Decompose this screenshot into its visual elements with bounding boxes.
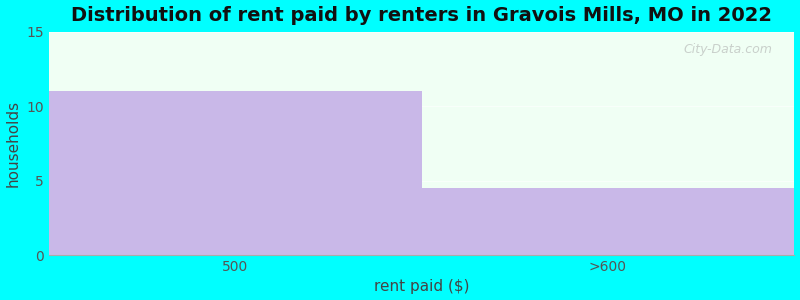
Bar	[422, 188, 794, 255]
X-axis label: rent paid ($): rent paid ($)	[374, 279, 470, 294]
Bar	[49, 91, 422, 255]
Y-axis label: households: households	[6, 100, 21, 187]
Text: City-Data.com: City-Data.com	[683, 43, 772, 56]
Title: Distribution of rent paid by renters in Gravois Mills, MO in 2022: Distribution of rent paid by renters in …	[71, 6, 772, 25]
